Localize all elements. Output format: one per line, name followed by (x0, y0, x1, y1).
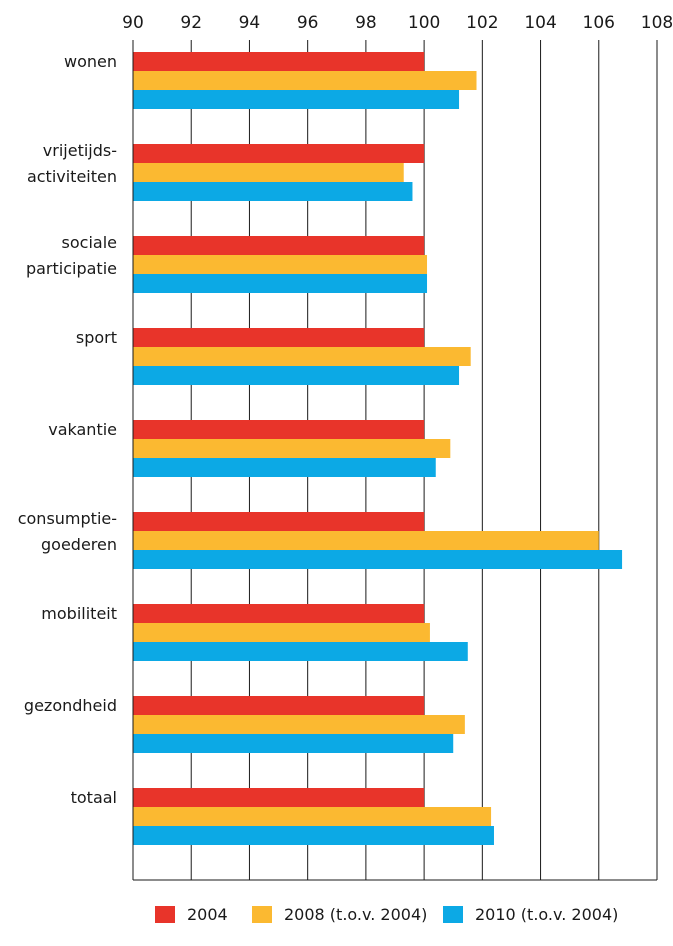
bar-0-2 (133, 236, 425, 255)
legend-label-2004: 2004 (187, 905, 228, 924)
legend-swatch-2010 (443, 906, 463, 923)
category-label-5-line0: consumptie- (18, 509, 117, 528)
legend: 2004 2008 (t.o.v. 2004) 2010 (t.o.v. 200… (0, 905, 673, 935)
x-tick-label-108: 108 (641, 13, 673, 33)
bar-0-8 (133, 788, 425, 807)
x-tick-label-96: 96 (297, 13, 319, 33)
legend-swatch-2008 (252, 906, 272, 923)
bar-0-3 (133, 328, 425, 347)
category-label-2-line1: participatie (26, 259, 117, 278)
bar-1-7 (133, 715, 465, 734)
category-label-3: sport (76, 328, 117, 347)
category-labels: wonen vrijetijds-activiteiten sociale parti… (18, 52, 117, 807)
bar-1-3 (133, 347, 471, 366)
category-label-6: mobiliteit (41, 604, 117, 623)
category-label-7: gezondheid (24, 696, 117, 715)
bar-0-5 (133, 512, 425, 531)
bar-1-2 (133, 255, 428, 274)
frame-layer (132, 40, 657, 881)
x-tick-label-90: 90 (122, 13, 144, 33)
bar-2-8 (133, 826, 494, 845)
bar-2-7 (133, 734, 454, 753)
legend-item-2008: 2008 (t.o.v. 2004) (252, 905, 427, 924)
bar-2-3 (133, 366, 460, 385)
bar-2-6 (133, 642, 468, 661)
legend-item-2004: 2004 (155, 905, 228, 924)
bar-0-1 (133, 144, 425, 163)
category-label-8: totaal (71, 788, 117, 807)
category-label-5-line1: goederen (41, 535, 117, 554)
bar-0-4 (133, 420, 425, 439)
x-tick-label-106: 106 (583, 13, 615, 33)
bar-1-8 (133, 807, 492, 826)
bar-1-6 (133, 623, 430, 642)
bar-1-4 (133, 439, 451, 458)
bar-2-5 (133, 550, 623, 569)
category-label-0: wonen (64, 52, 117, 71)
bar-2-4 (133, 458, 436, 477)
x-tick-labels: 90 92 94 96 98 100 102 104 106 108 (122, 13, 673, 33)
category-label-4: vakantie (48, 420, 117, 439)
bar-1-1 (133, 163, 404, 182)
bar-1-5 (133, 531, 599, 550)
x-tick-label-98: 98 (355, 13, 377, 33)
legend-label-2010: 2010 (t.o.v. 2004) (475, 905, 619, 924)
x-tick-label-102: 102 (466, 13, 498, 33)
category-label-2-line0: sociale (62, 233, 117, 252)
bar-1-0 (133, 71, 477, 90)
x-tick-label-104: 104 (524, 13, 556, 33)
bar-2-1 (133, 182, 413, 201)
x-tick-label-92: 92 (180, 13, 202, 33)
category-label-1-line0: vrijetijds- (43, 141, 117, 160)
x-tick-label-100: 100 (408, 13, 440, 33)
x-tick-label-94: 94 (239, 13, 261, 33)
legend-swatch-2004 (155, 906, 175, 923)
bar-2-2 (133, 274, 428, 293)
legend-label-2008: 2008 (t.o.v. 2004) (284, 905, 428, 924)
bars-layer (133, 52, 623, 845)
category-label-1-line1: activiteiten (27, 167, 117, 186)
legend-item-2010: 2010 (t.o.v. 2004) (443, 905, 618, 924)
bar-0-6 (133, 604, 425, 623)
bar-2-0 (133, 90, 460, 109)
bar-0-0 (133, 52, 425, 71)
bar-0-7 (133, 696, 425, 715)
